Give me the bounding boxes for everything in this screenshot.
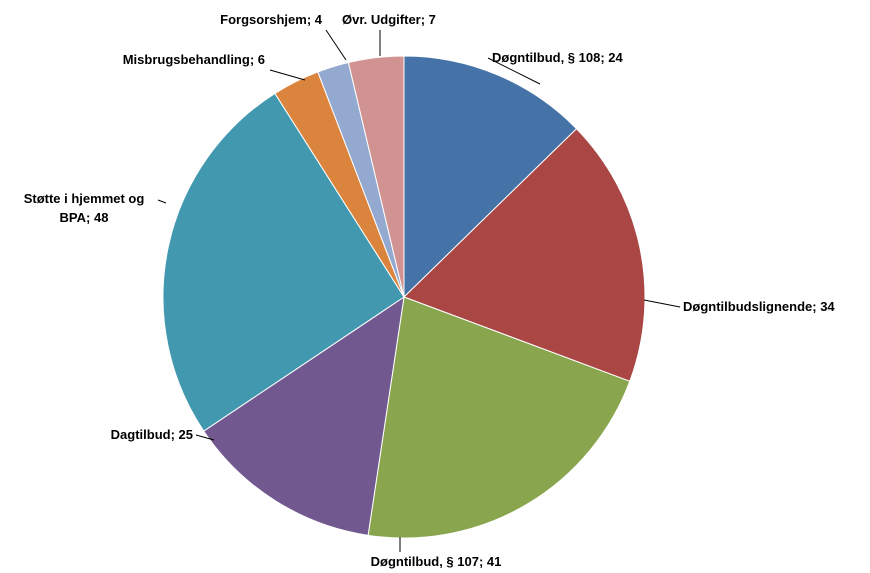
pie-slice <box>403 55 578 299</box>
pie-slice <box>162 92 405 432</box>
pie-slice <box>347 55 405 298</box>
leader-line <box>643 299 681 308</box>
pie-slice <box>367 296 631 539</box>
leader-line <box>157 199 167 204</box>
data-label: Døgntilbud, § 108; 24 <box>492 50 623 65</box>
data-label: Øvr. Udgifter; 7 <box>342 12 436 27</box>
data-label: Døgntilbud, § 107; 41 <box>370 554 502 569</box>
data-label: Støtte i hjemmet og BPA; 48 <box>23 191 145 225</box>
leader-line <box>269 69 306 81</box>
data-label: Døgntilbudslignende; 34 <box>683 299 835 314</box>
leader-line <box>325 29 347 61</box>
pie-slice <box>403 128 646 382</box>
leader-line <box>487 57 541 85</box>
data-label: Dagtilbud; 25 <box>110 427 193 442</box>
leader-line <box>195 434 215 441</box>
data-label: Forgsorshjem; 4 <box>220 12 322 27</box>
pie-slice <box>203 295 405 536</box>
data-label: Misbrugsbehandling; 6 <box>122 52 265 67</box>
